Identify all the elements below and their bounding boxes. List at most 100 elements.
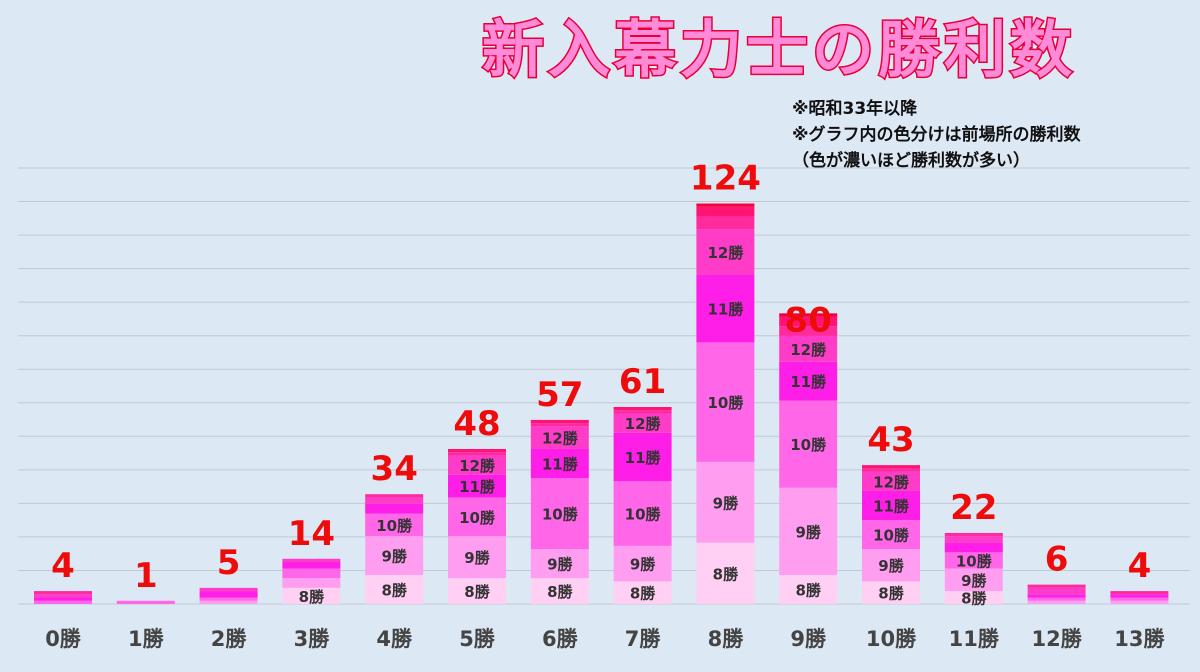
bar-segment	[613, 406, 672, 411]
bar-segment	[530, 549, 589, 579]
segment-label: 8勝	[547, 583, 573, 601]
category-label: 0勝	[45, 627, 82, 651]
category-label: 8勝	[708, 627, 745, 651]
bar-segment	[282, 568, 341, 579]
segment-label: 12勝	[790, 341, 827, 359]
value-label: 61	[619, 362, 666, 402]
bar-segment	[448, 455, 506, 475]
value-label: 22	[950, 488, 997, 528]
bar-segment	[696, 461, 755, 543]
segment-label: 8勝	[795, 581, 821, 599]
bar-segment	[862, 490, 920, 521]
segment-label: 8勝	[299, 588, 325, 606]
bar-segment	[862, 581, 920, 604]
bar-segment	[696, 229, 755, 275]
bar-segment	[448, 448, 506, 453]
bar-segment	[862, 471, 920, 491]
bar-segment	[365, 494, 424, 498]
bar-segment	[365, 503, 424, 514]
bar-segment	[365, 536, 424, 575]
chart-notes: ※昭和33年以降 ※グラフ内の色分けは前場所の勝利数 （色が濃いほど勝利数が多い…	[792, 96, 1081, 174]
bar-segment	[696, 206, 755, 217]
value-label: 4	[1128, 546, 1152, 586]
bar-segment	[613, 410, 672, 414]
bar-segment	[34, 594, 92, 598]
bar-segment	[779, 335, 838, 362]
segment-label: 12勝	[542, 430, 579, 448]
bar-segment	[34, 591, 92, 595]
bar-segment	[448, 474, 506, 498]
bar-segment	[613, 413, 672, 433]
value-label: 4	[51, 546, 75, 586]
bar-segment	[944, 542, 1003, 553]
bar-segment	[944, 568, 1003, 592]
segment-label: 9勝	[878, 557, 904, 575]
category-label: 1勝	[128, 627, 165, 651]
category-label: 10勝	[866, 627, 917, 651]
bar-segment	[862, 520, 920, 550]
bar-segment	[34, 600, 92, 604]
segment-label: 8勝	[878, 585, 904, 603]
segment-label: 10勝	[873, 527, 910, 545]
segment-label: 9勝	[547, 556, 573, 574]
category-label: 11勝	[949, 627, 1000, 651]
bar-segment	[779, 316, 838, 327]
bar-segment	[365, 497, 424, 504]
bar-segment	[862, 465, 920, 469]
segment-label: 11勝	[790, 373, 827, 391]
segment-label: 9勝	[795, 523, 821, 541]
bar-segment	[530, 426, 589, 449]
bar-segment	[530, 423, 589, 427]
bar-segment	[34, 597, 92, 601]
segment-label: 8勝	[713, 565, 739, 583]
segment-label: 10勝	[625, 506, 662, 524]
value-label: 34	[371, 449, 418, 489]
bar-segment	[944, 536, 1003, 543]
segment-label: 12勝	[625, 415, 662, 433]
category-label: 3勝	[294, 627, 331, 651]
bar-segment	[779, 326, 838, 336]
value-label: 5	[217, 543, 241, 583]
bar-segment	[1110, 597, 1169, 601]
category-label: 9勝	[790, 627, 827, 651]
segment-label: 12勝	[459, 457, 496, 475]
segment-label: 9勝	[713, 494, 739, 512]
segment-label: 11勝	[707, 300, 744, 318]
bar-segment	[199, 597, 258, 601]
bar-segment	[696, 216, 755, 230]
bar-segment	[448, 452, 506, 456]
segment-label: 9勝	[381, 548, 407, 566]
bar-segment	[199, 600, 258, 604]
value-label: 57	[536, 375, 583, 415]
segment-label: 10勝	[707, 394, 744, 412]
bar-segment	[530, 419, 589, 424]
chart-title: 新入幕力士の勝利数	[481, 12, 1077, 87]
bar-segment	[1110, 594, 1169, 598]
segment-label: 11勝	[459, 478, 496, 496]
segment-label: 10勝	[376, 517, 413, 535]
bar-segment	[779, 361, 838, 401]
bar-segment	[613, 481, 672, 546]
bar-segment	[199, 587, 258, 592]
segment-label: 12勝	[873, 473, 910, 491]
bar-segment	[282, 558, 341, 563]
bar-segment	[1110, 591, 1169, 595]
bar-segment	[530, 478, 589, 550]
bar-segment	[696, 274, 755, 343]
segment-label: 8勝	[464, 583, 490, 601]
segment-label: 11勝	[542, 456, 579, 474]
bar-segment	[696, 203, 755, 207]
bar-segment	[696, 542, 755, 604]
category-label: 2勝	[211, 627, 248, 651]
bar-segment	[1027, 584, 1086, 588]
bar-segment	[1027, 597, 1086, 601]
bar-segment	[862, 468, 920, 472]
bar-segment	[116, 600, 175, 604]
segment-label: 9勝	[961, 572, 987, 590]
bar-segment	[448, 578, 506, 604]
segment-label: 9勝	[464, 549, 490, 567]
value-label: 14	[288, 514, 335, 554]
category-label: 5勝	[459, 627, 496, 651]
bar-segment	[1027, 600, 1086, 604]
